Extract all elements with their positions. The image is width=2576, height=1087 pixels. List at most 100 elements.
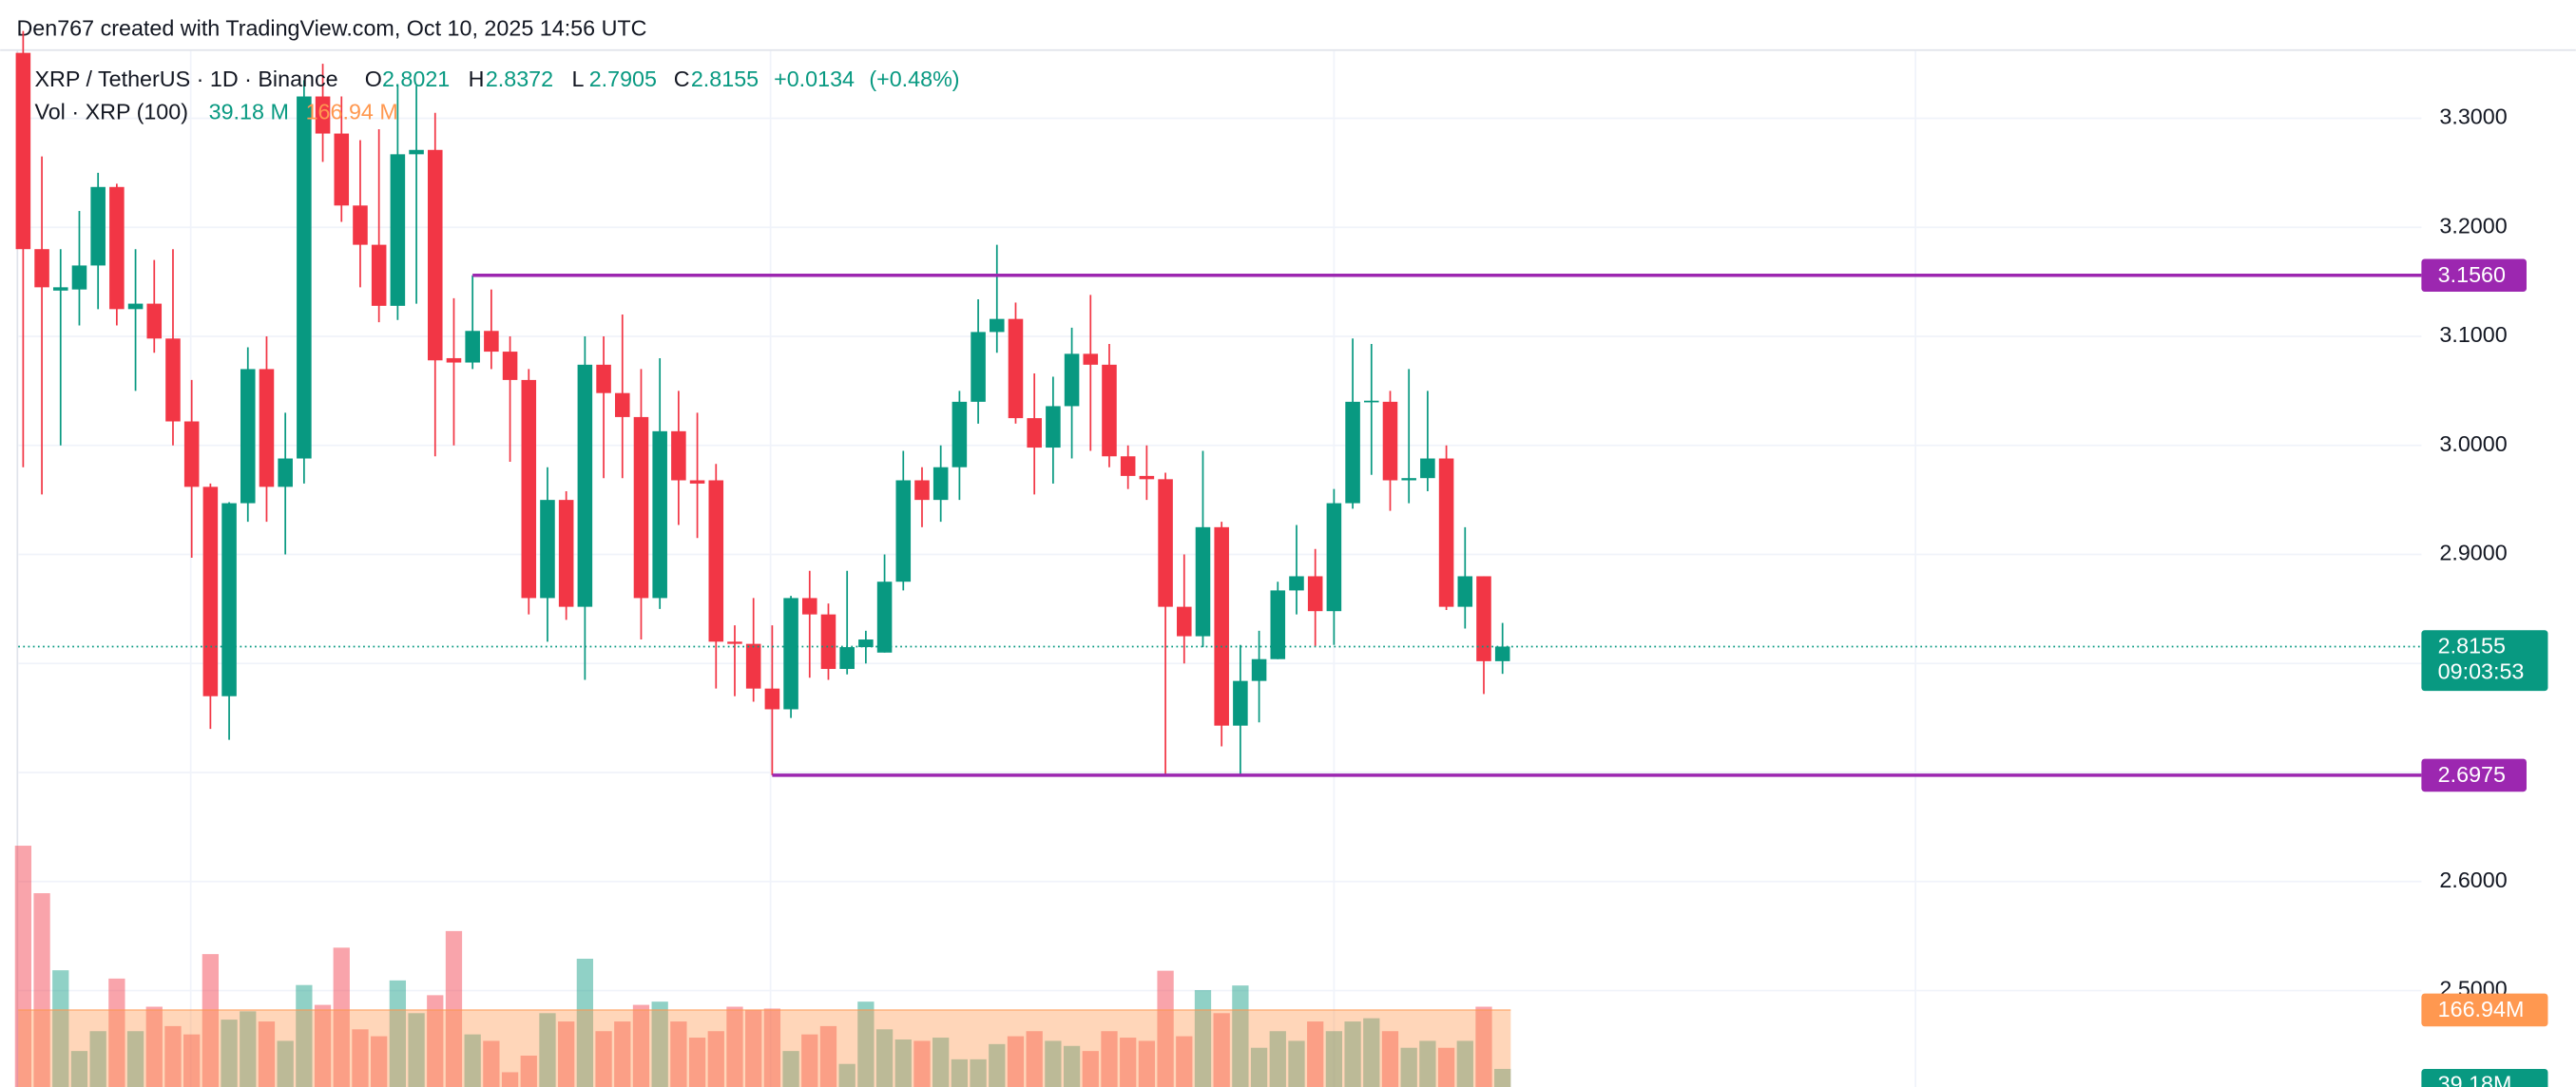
level-label-box (2421, 758, 2527, 792)
candle-body (202, 486, 219, 696)
volume-bar (14, 846, 32, 1087)
volume-bar (1082, 1051, 1099, 1087)
y-tick-label: 3.3000 (2439, 105, 2507, 129)
change: +0.0134 (774, 67, 855, 91)
ohlc-letter: O (365, 67, 382, 91)
volume-bar (576, 959, 594, 1087)
level-label: 3.1560 (2438, 262, 2506, 287)
level-label-box (2421, 258, 2527, 293)
candle-body (914, 480, 930, 501)
volume-bar (314, 1004, 332, 1087)
volume-bar (1363, 1018, 1380, 1087)
volume-bar (1120, 1038, 1137, 1087)
volume-bar (1381, 1031, 1399, 1087)
ohlc-letter: H (469, 67, 485, 91)
volume-bar (894, 1039, 912, 1087)
candle-body (1457, 576, 1473, 607)
candle-body (652, 430, 667, 599)
volume-bar (408, 1013, 425, 1087)
volume-ma-box (2421, 993, 2548, 1027)
candle-body (1494, 646, 1510, 661)
candle-body (1326, 503, 1342, 612)
candle-body (1008, 318, 1024, 419)
candle-body (876, 582, 893, 653)
volume-last: 39.18 M (209, 99, 289, 124)
candle-body (521, 379, 537, 599)
candle-body (1177, 606, 1192, 637)
volume-bar (1045, 1040, 1062, 1087)
candle-body (1307, 576, 1323, 612)
candle-body (278, 458, 293, 487)
y-tick-label: 3.1000 (2439, 322, 2507, 347)
candle-body (633, 416, 649, 599)
candle-body (1382, 401, 1398, 481)
volume-bar (240, 1011, 257, 1087)
volume-bar (445, 930, 463, 1087)
candle-body (708, 480, 724, 642)
candle-body (183, 421, 200, 487)
volume-bar (707, 1031, 724, 1087)
candle-body (1027, 418, 1042, 448)
volume-bar (52, 970, 69, 1087)
candle-body (165, 338, 181, 422)
ohlc-letter: C (674, 67, 690, 91)
candle-body (1251, 658, 1267, 681)
candle-body (558, 500, 574, 607)
last-price-label: 2.8155 (2438, 634, 2506, 658)
candle-body (390, 154, 406, 306)
volume-bar (221, 1020, 238, 1087)
candle-body (90, 186, 106, 266)
volume-bar (1101, 1031, 1118, 1087)
candle-body (540, 500, 555, 599)
candle-body (1046, 406, 1061, 448)
volume-bar (183, 1034, 201, 1087)
candle-body (484, 331, 499, 353)
volume-bar (70, 1051, 88, 1087)
last-price-box (2421, 630, 2548, 692)
ohlc-value: 2.8155 (691, 67, 759, 91)
volume-bar (1269, 1031, 1286, 1087)
volume-bar (951, 1058, 969, 1087)
volume-bar (989, 1043, 1006, 1087)
candle-body (34, 249, 49, 288)
volume-bar (1475, 1006, 1492, 1087)
candle-body (895, 480, 912, 582)
volume-bar (670, 1021, 687, 1087)
candle-body (689, 480, 705, 484)
candle-body (932, 467, 949, 501)
volume-bar (1232, 985, 1249, 1087)
candle-body (240, 369, 256, 504)
volume-bar (688, 1038, 706, 1087)
candle-body (297, 96, 312, 459)
candle-body (1083, 353, 1099, 365)
candle-body (745, 643, 761, 689)
candle-body (1233, 680, 1248, 726)
candle-body (839, 647, 855, 670)
volume-bar (913, 1040, 931, 1087)
candle-body (446, 357, 462, 363)
volume-bar (875, 1029, 894, 1087)
volume-bar (595, 1031, 612, 1087)
volume-bar (1250, 1047, 1268, 1087)
volume-bar (1307, 1021, 1324, 1087)
volume-bar (108, 978, 125, 1087)
price-axis: 2.50002.60002.70002.80002.90003.00003.10… (2421, 105, 2548, 1087)
volume-bar (501, 1072, 519, 1087)
candle-body (1064, 353, 1080, 407)
volume-bar (932, 1038, 950, 1087)
legend: XRP / TetherUS · 1D · Binance O 2.8021 H 2.8… (34, 67, 959, 124)
candle-body (71, 265, 87, 290)
candle-body (427, 149, 443, 361)
volume-bar (333, 947, 350, 1087)
volume-bar (1344, 1021, 1361, 1087)
volume-bar (464, 1034, 481, 1087)
candle-body (146, 303, 163, 339)
candle-body (465, 331, 480, 363)
volume-last-axis-label: 39.18M (2438, 1071, 2512, 1087)
y-tick-label: 3.2000 (2439, 213, 2507, 238)
volume-bar (1157, 970, 1174, 1087)
candle-body (52, 287, 68, 291)
volume-bar (89, 1031, 106, 1087)
